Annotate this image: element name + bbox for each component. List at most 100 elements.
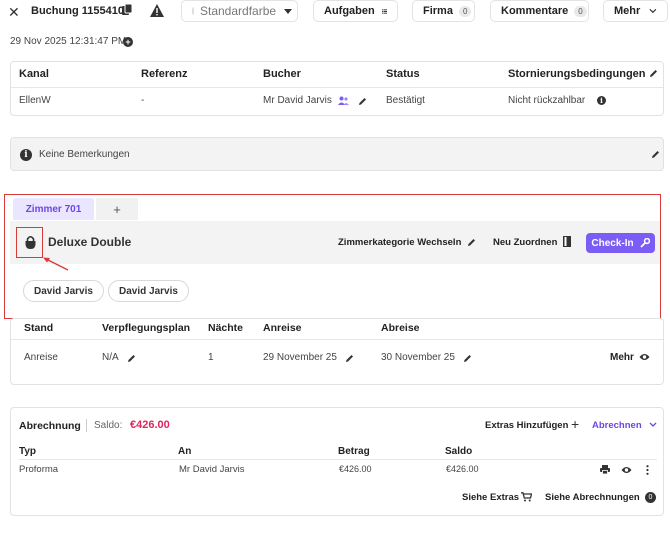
see-extras-button[interactable]: Siehe Extras — [462, 492, 520, 503]
see-bills-button[interactable]: Siehe Abrechnungen — [545, 492, 640, 503]
pencil-icon[interactable] — [467, 238, 476, 247]
col-header-type: Typ — [19, 446, 37, 457]
company-count-badge: 0 — [458, 5, 472, 17]
chevron-down-icon — [649, 8, 657, 14]
company-label: Firma — [423, 5, 453, 17]
divider — [19, 459, 657, 460]
check-in-label: Check-In — [591, 237, 634, 249]
tab-add-room[interactable]: + — [96, 198, 138, 220]
cell-departure: 30 November 25 — [381, 352, 455, 363]
plus-icon[interactable]: + — [571, 416, 580, 432]
info-icon[interactable]: i — [597, 96, 606, 105]
add-circle-icon[interactable]: + — [123, 37, 133, 47]
add-extras-button[interactable]: Extras Hinzufügen — [485, 420, 569, 431]
tasks-label: Aufgaben — [324, 5, 375, 17]
remarks-text: Keine Bemerkungen — [39, 149, 130, 160]
highlight-box — [16, 227, 43, 258]
pencil-icon[interactable] — [358, 97, 367, 106]
room-type: Deluxe Double — [48, 235, 132, 249]
created-timestamp: 29 Nov 2025 12:31:47 PM — [10, 36, 127, 47]
pencil-icon[interactable] — [463, 354, 472, 363]
print-icon[interactable] — [600, 465, 610, 474]
more-vertical-icon[interactable] — [646, 465, 649, 475]
cell-meal-plan: N/A — [102, 352, 119, 363]
color-select[interactable]: Standardfarbe — [181, 0, 298, 22]
company-button[interactable]: Firma 0 — [412, 0, 475, 22]
col-header-status: Status — [386, 68, 420, 80]
cell-nights: 1 — [208, 352, 214, 363]
room-header: Deluxe Double Zimmerkategorie Wechseln N… — [10, 221, 660, 264]
cell-type: Proforma — [19, 464, 59, 475]
divider — [11, 87, 663, 88]
col-header-reference: Referenz — [141, 68, 188, 80]
tasks-button[interactable]: Aufgaben — [313, 0, 398, 22]
cell-to: Mr David Jarvis — [179, 464, 245, 475]
pencil-icon[interactable] — [345, 354, 354, 363]
users-icon[interactable] — [338, 96, 349, 105]
billing-card: Abrechnung Saldo: €426.00 Extras Hinzufü… — [10, 407, 664, 516]
col-header-to: An — [178, 446, 192, 457]
comments-button[interactable]: Kommentare 0 — [490, 0, 589, 22]
cell-channel: EllenW — [19, 95, 51, 106]
col-header-amount: Betrag — [338, 446, 370, 457]
col-header-departure: Abreise — [381, 322, 420, 334]
chevron-down-icon — [284, 8, 293, 14]
booking-info-card: Kanal Referenz Bucher Status Stornierung… — [10, 61, 664, 116]
cell-balance: €426.00 — [446, 464, 479, 474]
more-label: Mehr — [614, 5, 641, 17]
bill-menu-button[interactable]: Abrechnen — [592, 420, 642, 431]
change-category-button[interactable]: Zimmerkategorie Wechseln — [338, 237, 462, 248]
cell-arrival: 29 November 25 — [263, 352, 337, 363]
copy-icon[interactable] — [122, 4, 133, 16]
highlight-frame — [4, 194, 661, 319]
cell-cancellation: Nicht rückzahlbar — [508, 95, 586, 106]
lock-icon[interactable] — [25, 235, 36, 249]
col-header-state: Stand — [24, 322, 54, 334]
col-header-channel: Kanal — [19, 68, 49, 80]
comments-count-badge: 0 — [574, 5, 587, 17]
tab-room[interactable]: Zimmer 701 — [13, 198, 94, 220]
bills-count-badge: 0 — [645, 492, 656, 503]
eye-icon[interactable] — [621, 466, 632, 474]
balance-label: Saldo: — [94, 420, 123, 431]
pencil-icon[interactable] — [651, 150, 660, 159]
color-dot-icon — [192, 7, 194, 15]
guest-chip[interactable]: David Jarvis — [23, 280, 104, 302]
eye-icon[interactable] — [639, 353, 650, 361]
col-header-cancellation: Stornierungsbedingungen — [508, 68, 646, 80]
door-icon[interactable] — [563, 236, 572, 247]
cell-state: Anreise — [24, 352, 58, 363]
cell-booker: Mr David Jarvis — [263, 95, 332, 106]
more-menu-button[interactable]: Mehr — [603, 0, 668, 22]
col-header-nights: Nächte — [208, 322, 244, 334]
wrench-icon — [639, 238, 650, 248]
warning-icon[interactable] — [150, 4, 164, 17]
chevron-down-icon[interactable] — [649, 422, 657, 428]
divider — [86, 419, 87, 432]
cell-amount: €426.00 — [339, 464, 372, 474]
col-header-arrival: Anreise — [263, 322, 302, 334]
booking-title: Buchung 1155410 — [31, 5, 124, 17]
cell-status: Bestätigt — [386, 95, 425, 106]
check-in-button[interactable]: Check-In — [586, 233, 655, 253]
arrow-annotation-icon — [43, 257, 69, 271]
pencil-icon[interactable] — [127, 354, 136, 363]
stay-more-button[interactable]: Mehr — [610, 352, 634, 363]
info-icon: i — [20, 149, 32, 161]
divider — [11, 339, 663, 340]
col-header-booker: Bucher — [263, 68, 301, 80]
reassign-button[interactable]: Neu Zuordnen — [493, 237, 558, 248]
balance-value: €426.00 — [130, 419, 170, 431]
billing-title: Abrechnung — [19, 420, 81, 432]
comments-label: Kommentare — [501, 5, 569, 17]
close-icon[interactable]: ✕ — [8, 4, 20, 20]
pencil-icon[interactable] — [649, 69, 658, 78]
list-icon — [381, 8, 387, 14]
remarks-bar: i Keine Bemerkungen — [10, 137, 664, 171]
col-header-balance: Saldo — [445, 446, 473, 457]
guest-chip[interactable]: David Jarvis — [108, 280, 189, 302]
cart-icon[interactable] — [521, 492, 532, 502]
cell-reference: - — [141, 95, 145, 106]
color-select-value: Standardfarbe — [200, 4, 277, 18]
stay-details-card: Stand Verpflegungsplan Nächte Anreise Ab… — [10, 318, 664, 385]
